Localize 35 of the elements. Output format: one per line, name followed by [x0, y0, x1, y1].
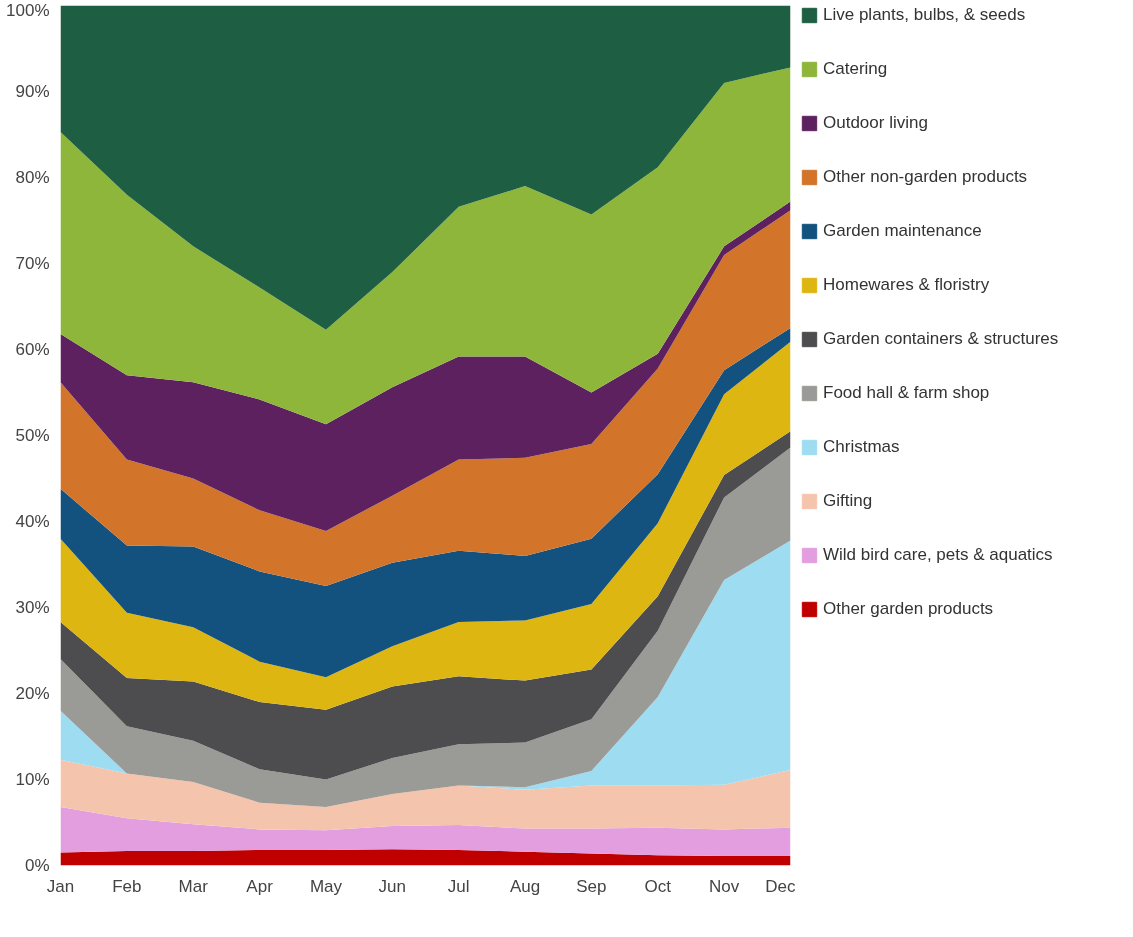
legend-label: Wild bird care, pets & aquatics: [823, 545, 1053, 565]
x-tick-label: Jul: [447, 876, 470, 896]
y-tick-label: 60%: [15, 340, 50, 359]
x-tick-label: Nov: [709, 876, 740, 896]
x-tick-label: Oct: [644, 876, 672, 896]
y-tick-label: 100%: [6, 0, 50, 20]
legend-label: Food hall & farm shop: [823, 383, 990, 403]
legend-label: Garden maintenance: [823, 221, 982, 241]
x-tick-label: Mar: [178, 876, 209, 896]
x-tick-label: Sep: [576, 876, 607, 896]
y-tick-label: 70%: [15, 254, 50, 273]
legend-label: Catering: [823, 59, 888, 79]
y-tick-label: 30%: [15, 598, 50, 617]
x-tick-label: Apr: [246, 876, 274, 896]
legend-label: Gifting: [823, 491, 873, 511]
x-tick-label: Aug: [509, 876, 541, 896]
y-tick-label: 40%: [15, 512, 50, 531]
x-tick-label: Dec: [765, 876, 796, 896]
y-tick-label: 0%: [24, 856, 50, 875]
legend-label: Live plants, bulbs, & seeds: [823, 5, 1026, 25]
legend-label: Garden containers & structures: [823, 329, 1059, 349]
legend-label: Christmas: [823, 437, 900, 457]
legend-label: Outdoor living: [823, 113, 928, 133]
y-tick-label: 80%: [15, 168, 50, 187]
x-tick-label: Feb: [112, 876, 142, 896]
x-tick-label: Jun: [378, 876, 407, 896]
legend-label: Other non-garden products: [823, 167, 1028, 187]
x-tick-label: May: [309, 876, 343, 896]
y-tick-label: 20%: [15, 684, 50, 703]
y-tick-label: 10%: [15, 770, 50, 789]
legend-label: Homewares & floristry: [823, 275, 990, 295]
y-tick-label: 90%: [15, 82, 50, 101]
y-tick-label: 50%: [15, 426, 50, 445]
legend-label: Other garden products: [823, 599, 994, 619]
x-tick-label: Jan: [46, 876, 75, 896]
